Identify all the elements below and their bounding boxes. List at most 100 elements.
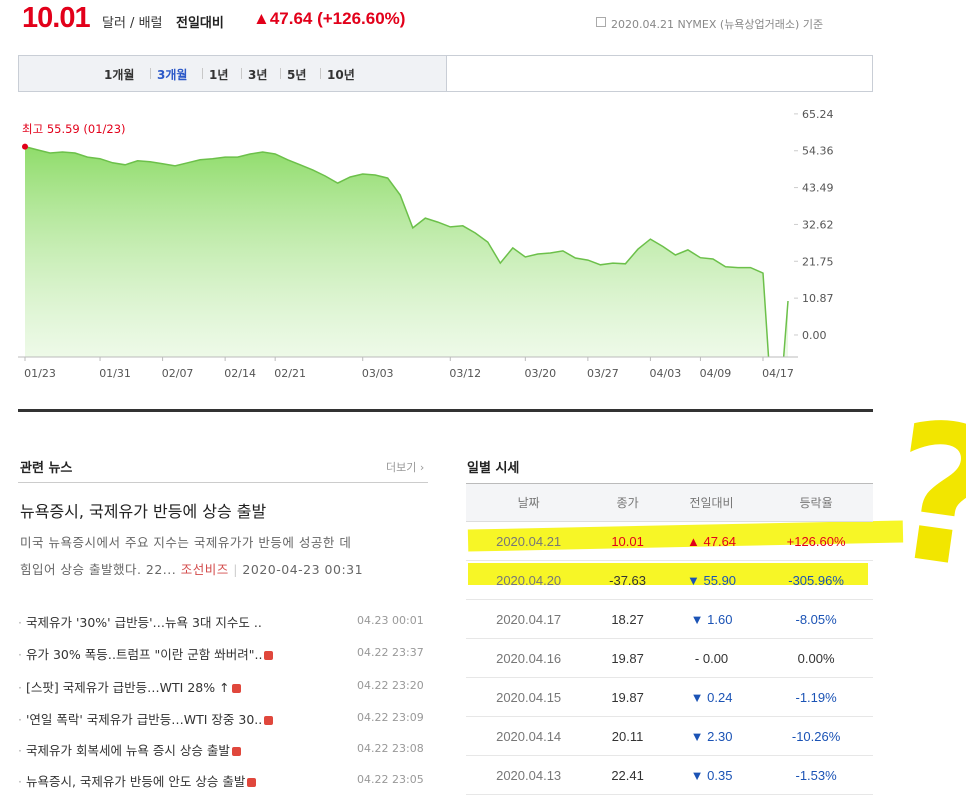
news-time: 04.23 00:01 [357,614,424,627]
unit: 달러 / 배럴 [102,16,163,31]
table-cell: 0.00% [759,638,873,678]
news-time: 04.22 23:20 [357,679,424,692]
table-row: 2020.04.14 20.11 ▼ 2.30 -10.26% [466,716,873,756]
news-item[interactable]: 뉴욕증시, 국제유가 반등에 안도 상승 출발 [18,771,257,790]
news-item[interactable]: [스팟] 국제유가 급반등…WTI 28% ↑ [18,677,241,696]
table-cell: 2020.04.21 [466,521,592,561]
tab[interactable]: 3년 [248,68,268,82]
x-tick-label: 04/09 [700,367,732,380]
table-cell: 10.01 [591,521,664,561]
tab-separator [202,68,203,79]
news-time: 04.22 23:05 [357,773,424,786]
news-source[interactable]: 조선비즈 [180,562,229,577]
table-cell: 2020.04.15 [466,677,592,717]
table-cell: 20.11 [591,716,664,756]
handwritten-mark: ? [876,379,966,614]
news-item[interactable]: 유가 30% 폭등‥트럼프 "이란 군함 쏴버려".. [18,644,274,663]
divider [18,409,873,412]
table-cell: -1.53% [759,755,873,795]
x-tick-label: 03/20 [524,367,556,380]
x-tick-label: 02/21 [274,367,306,380]
table-cell: -10.26% [759,716,873,756]
table-cell: ▲ 47.64 [663,521,760,561]
table-cell: -8.05% [759,599,873,639]
news-item-text[interactable]: 국제유가 '30%' 급반등'…뉴욕 3대 지수도 .. [25,615,262,630]
x-tick-label: 03/03 [362,367,394,380]
tab[interactable]: 1개월 [104,68,135,82]
table-cell: ▼ 0.35 [663,755,760,795]
news-title: 관련 뉴스 [20,461,73,476]
x-tick-label: 01/31 [99,367,131,380]
more-link[interactable]: 더보기 › [386,461,425,474]
tab[interactable]: 1년 [209,68,229,82]
news-date: 2020-04-23 00:31 [242,562,364,577]
table-body: 2020.04.21 10.01 ▲ 47.64 +126.60% 2020.04.20… [466,521,873,795]
column-header: 종가 [591,483,664,522]
tab[interactable]: 3개월 [157,68,188,82]
news-item-text[interactable]: 유가 30% 폭등‥트럼프 "이란 군함 쏴버려".. [25,647,263,662]
news-item-text[interactable]: 뉴욕증시, 국제유가 반등에 안도 상승 출발 [25,774,246,789]
table-cell: ▼ 0.24 [663,677,760,717]
table-cell: 19.87 [591,677,664,717]
news-item-text[interactable]: '연일 폭락' 국제유가 급반등…WTI 장중 30.. [25,712,263,727]
table-cell: ▼ 1.60 [663,599,760,639]
source: 2020.04.21 NYMEX (뉴욕상업거래소) 기준 [611,18,824,31]
news-time: 04.22 23:37 [357,646,424,659]
table-cell: 22.41 [591,755,664,795]
headline[interactable]: 뉴욕증시, 국제유가 반등에 상승 출발 [20,502,267,521]
table-row: 2020.04.15 19.87 ▼ 0.24 -1.19% [466,677,873,717]
x-tick-label: 04/17 [762,367,794,380]
news-item[interactable]: 국제유가 회복세에 뉴욕 증시 상승 출발 [18,740,241,759]
y-tick-label: 0.00 [802,329,827,342]
news-time: 04.22 23:08 [357,742,424,755]
table-cell: 2020.04.14 [466,716,592,756]
tab-separator [320,68,321,79]
y-tick-label: 21.75 [802,255,834,268]
tab[interactable]: 10년 [327,68,355,82]
table-cell: 18.27 [591,599,664,639]
tab[interactable]: 5년 [287,68,307,82]
table-cell: ▼ 55.90 [663,560,760,600]
table-cell: -37.63 [591,560,664,600]
summary: 힘입어 상승 출발했다. 22... [20,562,177,577]
news-time: 04.22 23:09 [357,711,424,724]
table-row: 2020.04.16 19.87- 0.00 0.00% [466,638,873,678]
new-icon [264,716,274,725]
y-tick-label: 10.87 [802,292,834,305]
compare-label: 전일대비 [176,16,224,31]
max-marker [22,143,28,150]
table-cell: +126.60% [759,521,873,561]
news-item-text[interactable]: [스팟] 국제유가 급반등…WTI 28% ↑ [25,680,230,695]
plot [24,145,789,357]
column-header: 등락율 [759,483,873,522]
table-cell: 2020.04.16 [466,638,592,678]
y-tick-label: 32.62 [802,218,834,231]
x-tick-label: 03/12 [449,367,481,380]
news-item[interactable]: '연일 폭락' 국제유가 급반등…WTI 장중 30.. [18,709,274,728]
compare-value: ▲47.64 (+126.60%) [253,9,406,28]
news-item[interactable]: 국제유가 '30%' 급반등'…뉴욕 3대 지수도 .. [18,612,262,631]
area [25,146,788,357]
new-icon [231,747,241,756]
x-tick-label: 02/14 [224,367,256,380]
line [24,145,789,357]
new-icon [247,778,257,787]
news-item-text[interactable]: 국제유가 회복세에 뉴욕 증시 상승 출발 [25,743,230,758]
table-row: 2020.04.13 22.41 ▼ 0.35 -1.53% [466,755,873,795]
daily-table: 날짜 종가 전일대비 등락율 2020.04.21 10.01 ▲ 47.64 +126.60… [466,483,873,795]
table-cell: -1.19% [759,677,873,717]
tab-separator [280,68,281,79]
header-row: 날짜 종가 전일대비 등락율 [466,483,873,522]
new-icon [264,651,274,660]
summary: 미국 뉴욕증시에서 주요 지수는 국제유가가 반등에 성공한 데 [20,535,352,550]
x-tick-label: 03/27 [587,367,619,380]
y-tick-label: 65.24 [802,108,834,121]
more-text[interactable]: 더보기 [386,461,417,474]
calendar-icon [596,17,606,27]
chart: 최고 55.59 (01/23) 01/23 01/31 02/07 02/14 02/… [18,108,834,380]
table-cell: ▼ 2.30 [663,716,760,756]
x-tick-label: 01/23 [24,367,56,380]
summary-line: 힘입어 상승 출발했다. 22... 조선비즈 | 2020-04-23 00:… [20,562,364,577]
column-header: 전일대비 [663,483,760,522]
